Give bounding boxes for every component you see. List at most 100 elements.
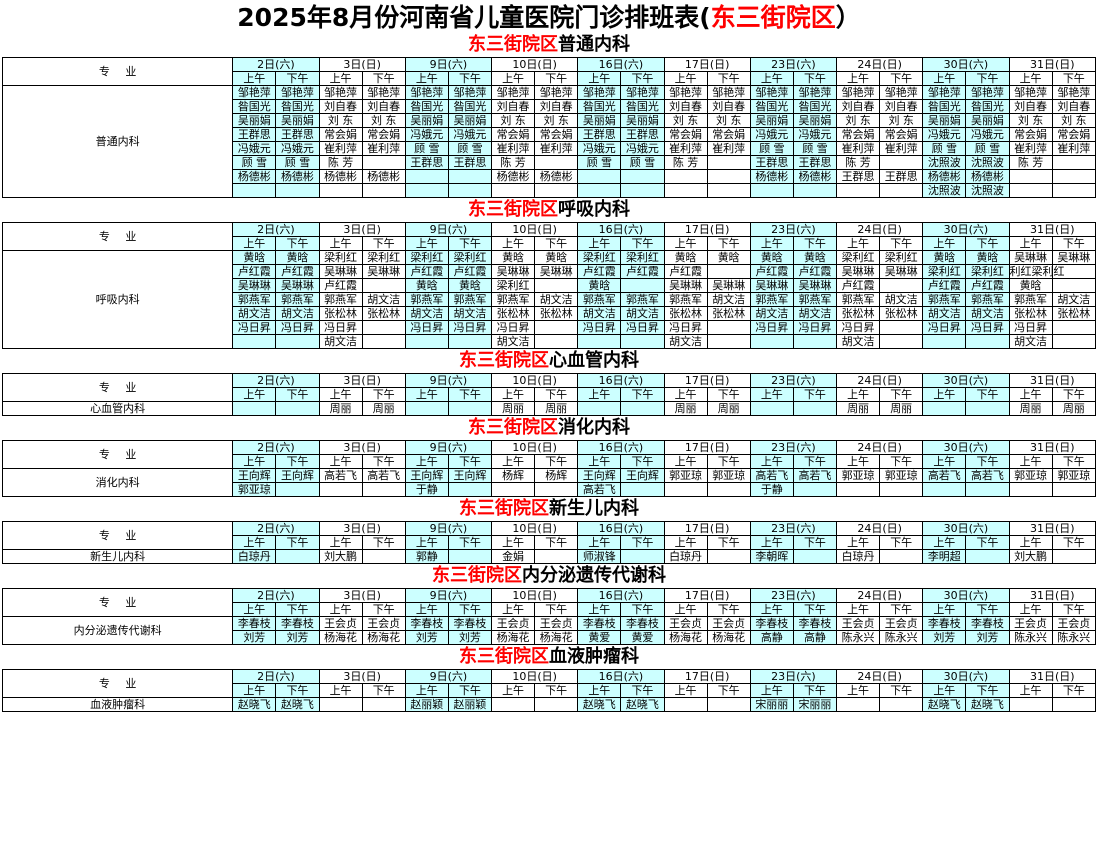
ampm-header-am-4: 上午 [577,71,622,86]
shift-cell: 于静 [404,482,449,497]
day-header-3: 10日(日) [490,588,579,603]
day-header-8: 30日(六) [922,373,1010,388]
shift-cell: 王群思 [404,155,449,170]
shift-cell: 冯日昇 [792,320,838,335]
shift-cell: 吴丽娟 [749,113,794,128]
shift-cell: 卢红霞 [232,264,277,279]
shift-cell: 邹艳萍 [361,85,406,100]
shift-cell: 卢红霞 [749,264,794,279]
ampm-header-pm-0: 下午 [275,683,320,698]
shift-cell: 杨德彬 [361,169,406,184]
ampm-header-pm-1: 下午 [361,535,406,550]
shift-cell [447,401,493,416]
shift-cell: 李春枝 [792,616,838,631]
shift-cell: 郭燕军 [447,292,493,307]
ampm-header-am-8: 上午 [922,683,967,698]
shift-cell [879,320,924,335]
shift-cell [792,334,838,349]
table-row: 杨德彬 杨德彬 杨德彬 杨德彬 杨德彬 杨德彬 杨德彬 杨德彬 王群思 王群思 杨德彬 杨德彬 [3,169,1097,184]
day-header-3: 10日(日) [490,57,579,72]
shift-cell [879,549,924,564]
shift-cell: 王会贞 [879,616,924,631]
ampm-header-am-1: 上午 [318,535,363,550]
shift-cell: 崔利萍 [361,141,406,156]
shift-cell [275,549,320,564]
shift-cell [1051,697,1097,712]
ampm-header-pm-8: 下午 [965,683,1010,698]
shift-cell: 刘自春 [534,99,579,114]
shift-cell: 卢红霞 [663,264,708,279]
shift-cell [361,278,406,293]
day-header-4: 16日(六) [577,222,665,237]
ampm-header-am-8: 上午 [922,387,967,402]
shift-cell: 王群思 [792,155,838,170]
shift-cell [706,549,751,564]
shift-cell: 周丽 [879,401,924,416]
shift-cell [835,183,881,198]
shift-cell [361,482,406,497]
schedule-table-内分泌遗传代谢科: 专 业 2日(六) 3日(日) 9日(六) 10日(日) 16日(六) 17日(日) 23日(… [1,588,1097,645]
ampm-header-pm-8: 下午 [965,535,1010,550]
ampm-header-pm-0: 下午 [275,535,320,550]
shift-cell [620,169,665,184]
shift-cell: 郭燕军 [1008,292,1053,307]
specialty-name-cell: 内分泌遗传代谢科 [1,616,234,645]
shift-cell: 胡文洁 [404,306,449,321]
table-header-row-days: 专 业 2日(六) 3日(日) 9日(六) 10日(日) 16日(六) 17日(日) 23日(… [1,222,1096,251]
shift-cell: 杨德彬 [318,169,363,184]
shift-cell: 昝国光 [232,99,277,114]
shift-cell: 金娟 [490,549,536,564]
ampm-header-pm-3: 下午 [534,236,579,251]
shift-cell: 刘自春 [879,99,924,114]
shift-cell: 刘 东 [490,113,536,128]
shift-cell: 郭燕军 [318,292,363,307]
specialty-name-cell: 普通内科 [1,85,234,198]
shift-cell: 王群思 [879,169,924,184]
shift-cell: 邹艳萍 [879,85,924,100]
shift-cell [1051,264,1097,279]
day-header-8: 30日(六) [922,222,1010,237]
shift-cell [663,697,708,712]
shift-cell: 郭亚琼 [1008,468,1053,483]
specialty-column-header: 专 业 [1,521,234,550]
shift-cell: 吴丽娟 [965,113,1010,128]
shift-cell: 刘 东 [361,113,406,128]
shift-cell [232,183,277,198]
ampm-header-am-5: 上午 [663,387,708,402]
section-campus-label: 东三街院区 [459,646,549,667]
shift-cell: 赵晓飞 [965,697,1010,712]
shift-cell [749,183,794,198]
shift-cell: 顾 雪 [792,141,838,156]
day-header-2: 9日(六) [404,440,493,455]
shift-cell: 黄爱 [577,630,622,645]
shift-cell [275,401,320,416]
shift-cell: 宋丽丽 [792,697,838,712]
shift-cell [361,697,406,712]
shift-cell: 王向辉 [577,468,622,483]
shift-cell: 王群思 [275,127,320,142]
ampm-header-am-3: 上午 [490,683,536,698]
shift-cell: 杨海花 [318,630,363,645]
shift-cell [663,482,708,497]
shift-cell [275,334,320,349]
specialty-column-header: 专 业 [1,669,234,698]
shift-cell [577,183,622,198]
shift-cell: 冯日昇 [965,320,1010,335]
shift-cell: 刘芳 [447,630,493,645]
shift-cell: 高若飞 [577,482,622,497]
shift-cell: 张松林 [1051,306,1097,321]
ampm-header-am-5: 上午 [663,602,708,617]
ampm-header-pm-0: 下午 [275,602,320,617]
specialty-name-cell: 消化内科 [1,468,234,497]
day-header-0: 2日(六) [232,669,320,684]
ampm-header-pm-2: 下午 [447,387,493,402]
shift-cell: 王群思 [620,127,665,142]
ampm-header-pm-1: 下午 [361,71,406,86]
shift-cell: 李春枝 [922,616,967,631]
ampm-header-am-6: 上午 [749,71,794,86]
shift-cell: 黄爱 [620,630,665,645]
shift-cell: 周丽 [318,401,363,416]
section-campus-label: 东三街院区 [432,565,522,586]
shift-cell: 周丽 [1051,401,1097,416]
shift-cell: 常会娟 [835,127,881,142]
